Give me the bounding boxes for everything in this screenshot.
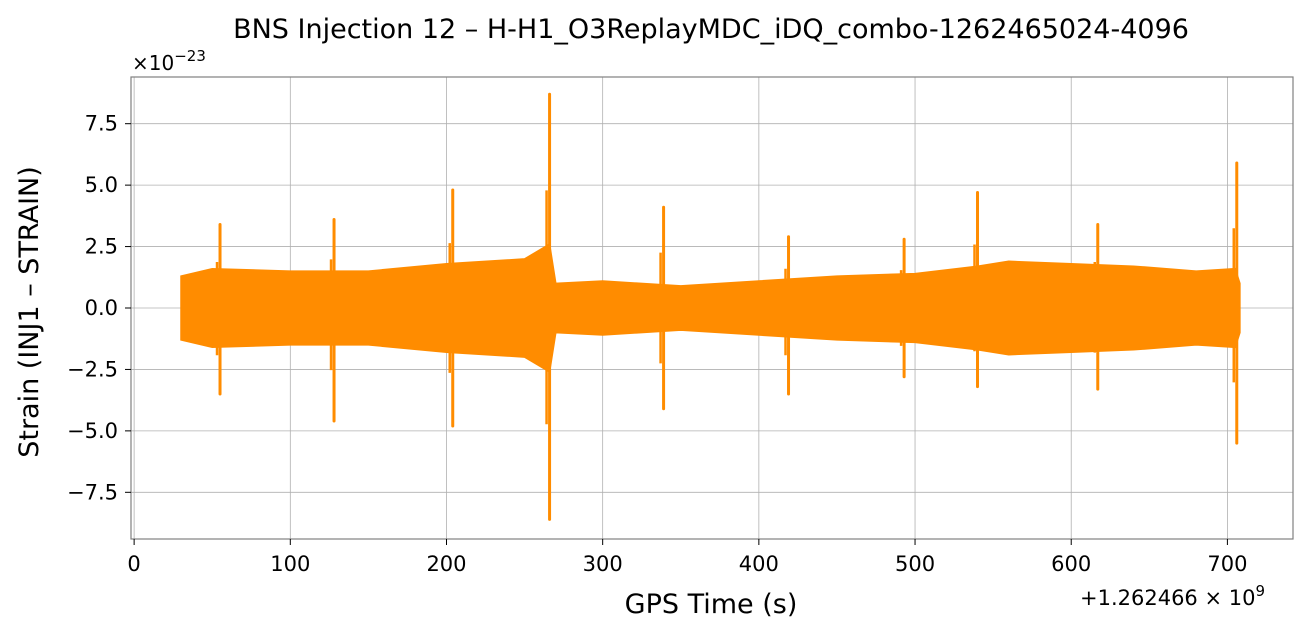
x-tick-label: 400 [739,552,779,576]
y-tick-label: −2.5 [67,357,118,381]
y-axis-label: Strain (INJ1 – STRAIN) [14,166,45,458]
y-tick-label: −5.0 [67,419,118,443]
x-offset-label: +1.262466 × 109 [1080,582,1265,610]
x-tick-label: 500 [895,552,935,576]
x-tick-label: 200 [426,552,466,576]
x-tick-label: 100 [270,552,310,576]
x-tick-label: 300 [583,552,623,576]
ticks: 0 100 200 300 400 500 600 700 −7.5 −5.0 −2.5 0.0 2.5… [67,112,1247,576]
series-layer [180,92,1241,521]
x-axis-label: GPS Time (s) [625,589,798,620]
x-offset-base: +1.262466 × 10 [1080,586,1255,610]
y-scale-label: ×10−23 [132,47,206,75]
x-tick-label: 700 [1207,552,1247,576]
y-scale-base: ×10 [132,51,174,75]
y-tick-label: 2.5 [85,235,118,259]
grid [131,77,1293,539]
y-scale-exponent: −23 [174,47,206,65]
chart-title: BNS Injection 12 – H-H1_O3ReplayMDC_iDQ_… [233,14,1189,45]
y-tick-label: 0.0 [85,296,118,320]
x-offset-exponent: 9 [1255,582,1265,600]
x-tick-label: 0 [127,552,140,576]
y-tick-label: 7.5 [85,112,118,136]
y-tick-label: −7.5 [67,480,118,504]
y-tick-label: 5.0 [85,173,118,197]
x-tick-label: 600 [1051,552,1091,576]
